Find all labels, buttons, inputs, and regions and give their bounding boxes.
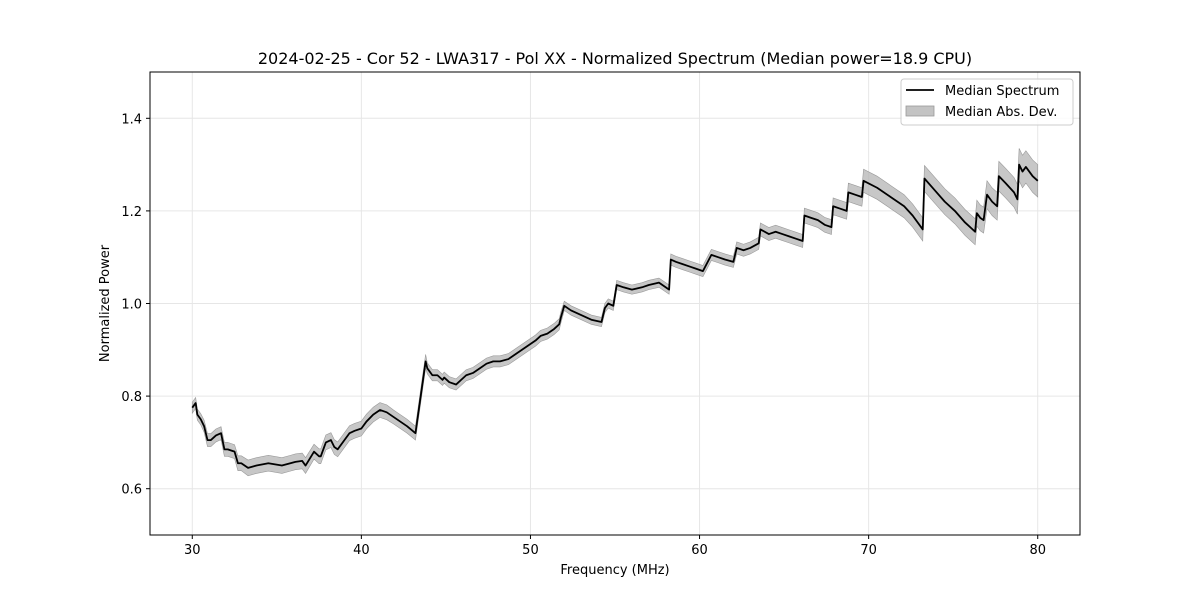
axis-ticks: 30 40 50 60 70 80 0.6 0.8 1.0 1.2 1.4 xyxy=(121,112,1046,558)
legend-band-swatch xyxy=(905,105,935,117)
legend: Median Spectrum Median Abs. Dev. xyxy=(900,78,1074,126)
legend-label-median-abs-dev: Median Abs. Dev. xyxy=(945,105,1057,120)
x-axis-label: Frequency (MHz) xyxy=(560,563,669,578)
x-tick-label: 70 xyxy=(860,543,877,558)
mad-band xyxy=(191,148,1039,477)
x-tick-label: 40 xyxy=(353,543,370,558)
x-tick-label: 80 xyxy=(1029,543,1046,558)
chart-title: 2024-02-25 - Cor 52 - LWA317 - Pol XX - … xyxy=(258,49,972,68)
mad-band-area xyxy=(191,148,1039,477)
x-tick-label: 60 xyxy=(691,543,708,558)
y-tick-label: 1.4 xyxy=(121,112,142,127)
y-tick-label: 1.0 xyxy=(121,298,142,313)
legend-box xyxy=(900,78,1074,126)
y-axis-label: Normalized Power xyxy=(98,244,113,362)
x-tick-label: 30 xyxy=(184,543,201,558)
median-spectrum-line xyxy=(191,163,1039,469)
y-tick-label: 0.8 xyxy=(121,390,142,405)
y-tick-label: 1.2 xyxy=(121,205,142,220)
median-line xyxy=(191,163,1039,469)
y-tick-label: 0.6 xyxy=(121,483,142,498)
legend-label-median-spectrum: Median Spectrum xyxy=(945,84,1059,99)
x-tick-label: 50 xyxy=(522,543,539,558)
